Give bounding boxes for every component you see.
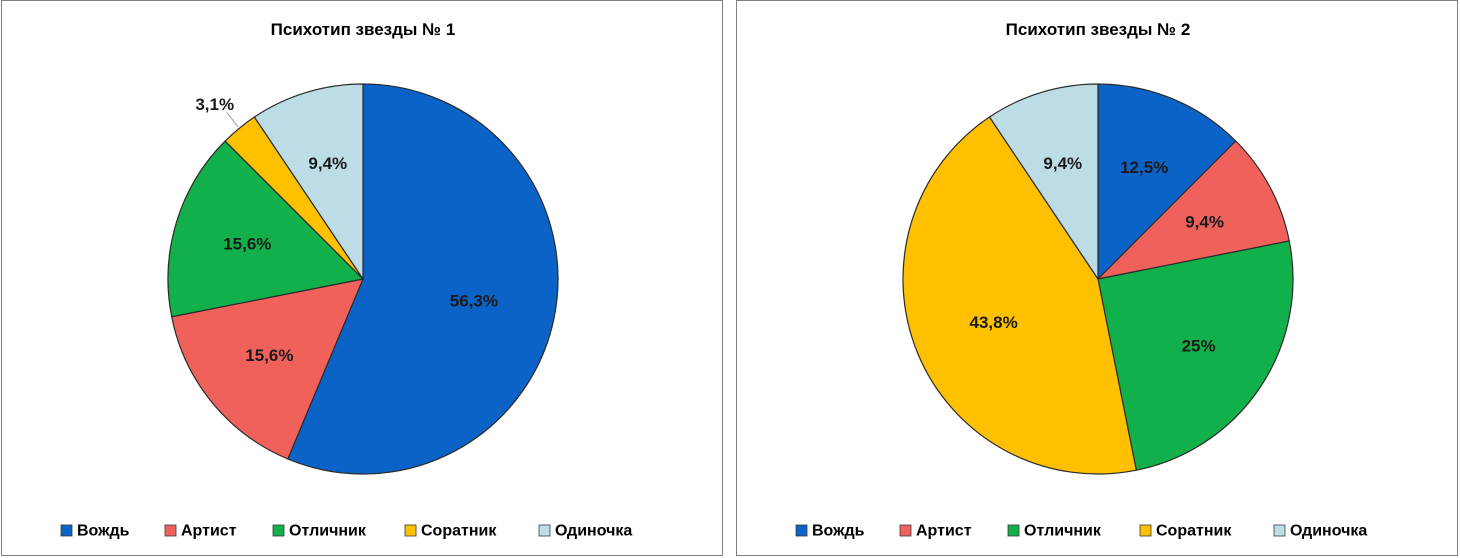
pie-chart-2: Психотип звезды № 2 12,5% 9,4% 25% 43,8% 9,4… xyxy=(795,20,1367,540)
legend: Вождь Артист Отличник Соратник Одиночка xyxy=(795,523,1367,540)
legend-item-одиночка: Одиночка xyxy=(1273,523,1367,540)
pie-chart-1: Психотип звезды № 1 56,3% 15,6% 15,6% 3,1% 9… xyxy=(60,20,632,540)
data-label-соратник: 43,8% xyxy=(969,313,1017,332)
pie-slices xyxy=(167,83,559,475)
data-label-вождь: 56,3% xyxy=(450,292,498,311)
legend-swatch xyxy=(1007,524,1020,537)
legend-label: Вождь xyxy=(77,523,130,540)
legend-swatch xyxy=(538,524,551,537)
chart-title: Психотип звезды № 1 xyxy=(271,20,456,39)
legend-item-вождь: Вождь xyxy=(60,523,130,540)
pie-data-labels: 12,5% 9,4% 25% 43,8% 9,4% xyxy=(969,154,1223,356)
data-label-одиночка: 9,4% xyxy=(1043,154,1082,173)
pie-slice-отличник xyxy=(167,140,364,318)
pie-slice-артист xyxy=(171,278,364,460)
pie-slice-одиночка xyxy=(988,83,1099,280)
legend-label: Артист xyxy=(181,523,237,540)
legend-label: Отличник xyxy=(1024,523,1102,540)
pie-slice-одиночка xyxy=(253,83,364,280)
legend-item-вождь: Вождь xyxy=(795,523,865,540)
legend: Вождь Артист Отличник Соратник Одиночка xyxy=(60,523,632,540)
legend-label: Одиночка xyxy=(1290,523,1367,540)
data-label-соратник: 3,1% xyxy=(195,95,234,114)
legend-label: Одиночка xyxy=(555,523,632,540)
pie-slice-вождь xyxy=(287,83,559,475)
data-label-отличник: 15,6% xyxy=(223,234,271,253)
legend-swatch xyxy=(164,524,177,537)
legend-item-отличник: Отличник xyxy=(272,523,367,540)
legend-swatch xyxy=(272,524,285,537)
legend-swatch xyxy=(1139,524,1152,537)
pie-slice-артист xyxy=(1097,140,1290,280)
chart-title: Психотип звезды № 2 xyxy=(1006,20,1191,39)
legend-item-отличник: Отличник xyxy=(1007,523,1102,540)
legend-item-соратник: Соратник xyxy=(404,523,497,540)
leader-line-соратник xyxy=(226,111,239,128)
data-label-артист: 15,6% xyxy=(245,346,293,365)
legend-item-артист: Артист xyxy=(899,523,972,540)
legend-swatch xyxy=(60,524,73,537)
legend-swatch xyxy=(404,524,417,537)
pie-data-labels: 56,3% 15,6% 15,6% 3,1% 9,4% xyxy=(195,95,498,365)
chart-panel-1: Психотип звезды № 1 56,3% 15,6% 15,6% 3,1% 9… xyxy=(1,0,723,556)
legend-swatch xyxy=(795,524,808,537)
legend-item-одиночка: Одиночка xyxy=(538,523,632,540)
pie-slices xyxy=(902,83,1294,475)
pie-slice-отличник xyxy=(1097,240,1294,471)
legend-swatch xyxy=(1273,524,1286,537)
data-label-одиночка: 9,4% xyxy=(308,154,347,173)
legend-label: Отличник xyxy=(289,523,367,540)
legend-label: Соратник xyxy=(1156,523,1232,540)
data-label-вождь: 12,5% xyxy=(1120,158,1168,177)
pie-slice-вождь xyxy=(1097,83,1237,280)
legend-label: Соратник xyxy=(421,523,497,540)
legend-label: Вождь xyxy=(812,523,865,540)
legend-label: Артист xyxy=(916,523,972,540)
data-label-артист: 9,4% xyxy=(1185,213,1224,232)
legend-swatch xyxy=(899,524,912,537)
legend-item-соратник: Соратник xyxy=(1139,523,1232,540)
legend-item-артист: Артист xyxy=(164,523,237,540)
data-label-отличник: 25% xyxy=(1182,337,1216,356)
pie-slice-соратник xyxy=(902,116,1137,475)
chart-panel-2: Психотип звезды № 2 12,5% 9,4% 25% 43,8% 9,4… xyxy=(736,0,1458,556)
